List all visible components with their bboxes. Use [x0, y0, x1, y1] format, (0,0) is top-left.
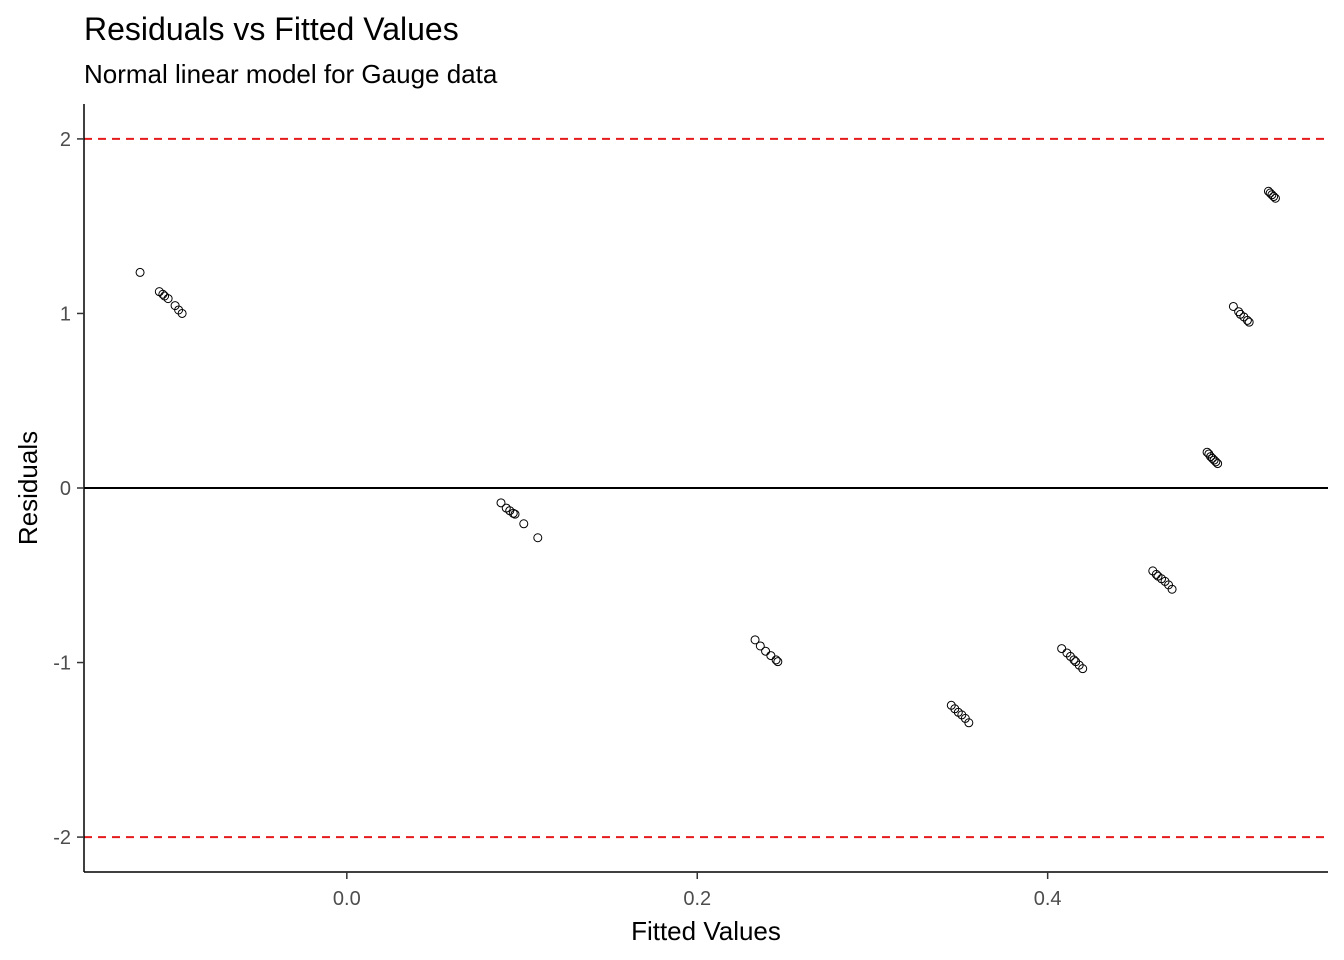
x-axis-title: Fitted Values: [631, 916, 781, 946]
data-point: [1069, 655, 1079, 665]
x-tick-label: 0.0: [333, 888, 361, 910]
data-point: [1078, 664, 1088, 674]
reference-lines: [84, 137, 1328, 839]
data-point: [158, 289, 168, 299]
x-tick-label: 0.4: [1034, 888, 1062, 910]
y-tick-label: 2: [60, 129, 71, 151]
y-axis-title: Residuals: [13, 431, 43, 545]
data-point: [1167, 584, 1177, 594]
data-point: [508, 508, 518, 518]
chart-subtitle: Normal linear model for Gauge data: [84, 59, 498, 89]
data-point: [964, 718, 974, 728]
data-point: [750, 635, 760, 645]
data-point: [533, 533, 543, 543]
x-tick-label: 0.2: [683, 888, 711, 910]
data-point: [1213, 459, 1223, 469]
data-point: [1211, 457, 1221, 467]
data-point: [1242, 315, 1252, 325]
data-point: [1270, 193, 1280, 203]
data-point: [163, 294, 173, 304]
data-point: [771, 655, 781, 665]
data-point: [177, 308, 187, 318]
y-tick-label: 1: [60, 303, 71, 325]
data-points: [135, 186, 1280, 728]
data-point: [510, 509, 520, 519]
data-point: [1244, 317, 1254, 327]
data-point: [135, 267, 145, 277]
y-tick-label: -1: [53, 653, 71, 675]
y-axis-ticks: -2 -1 0 1 2: [53, 129, 84, 849]
data-point: [761, 646, 771, 656]
data-point: [773, 657, 783, 667]
data-point: [1151, 569, 1161, 579]
y-tick-label: -2: [53, 827, 71, 849]
y-tick-label: 0: [60, 478, 71, 500]
data-point: [755, 641, 765, 651]
data-point: [1269, 192, 1279, 202]
chart-title: Residuals vs Fitted Values: [84, 11, 459, 47]
data-point: [1228, 301, 1238, 311]
x-axis-ticks: 0.0 0.2 0.4: [333, 872, 1062, 910]
data-point: [766, 651, 776, 661]
data-point: [1234, 307, 1244, 317]
data-point: [1057, 644, 1067, 654]
data-point: [519, 519, 529, 529]
data-point: [496, 498, 506, 508]
